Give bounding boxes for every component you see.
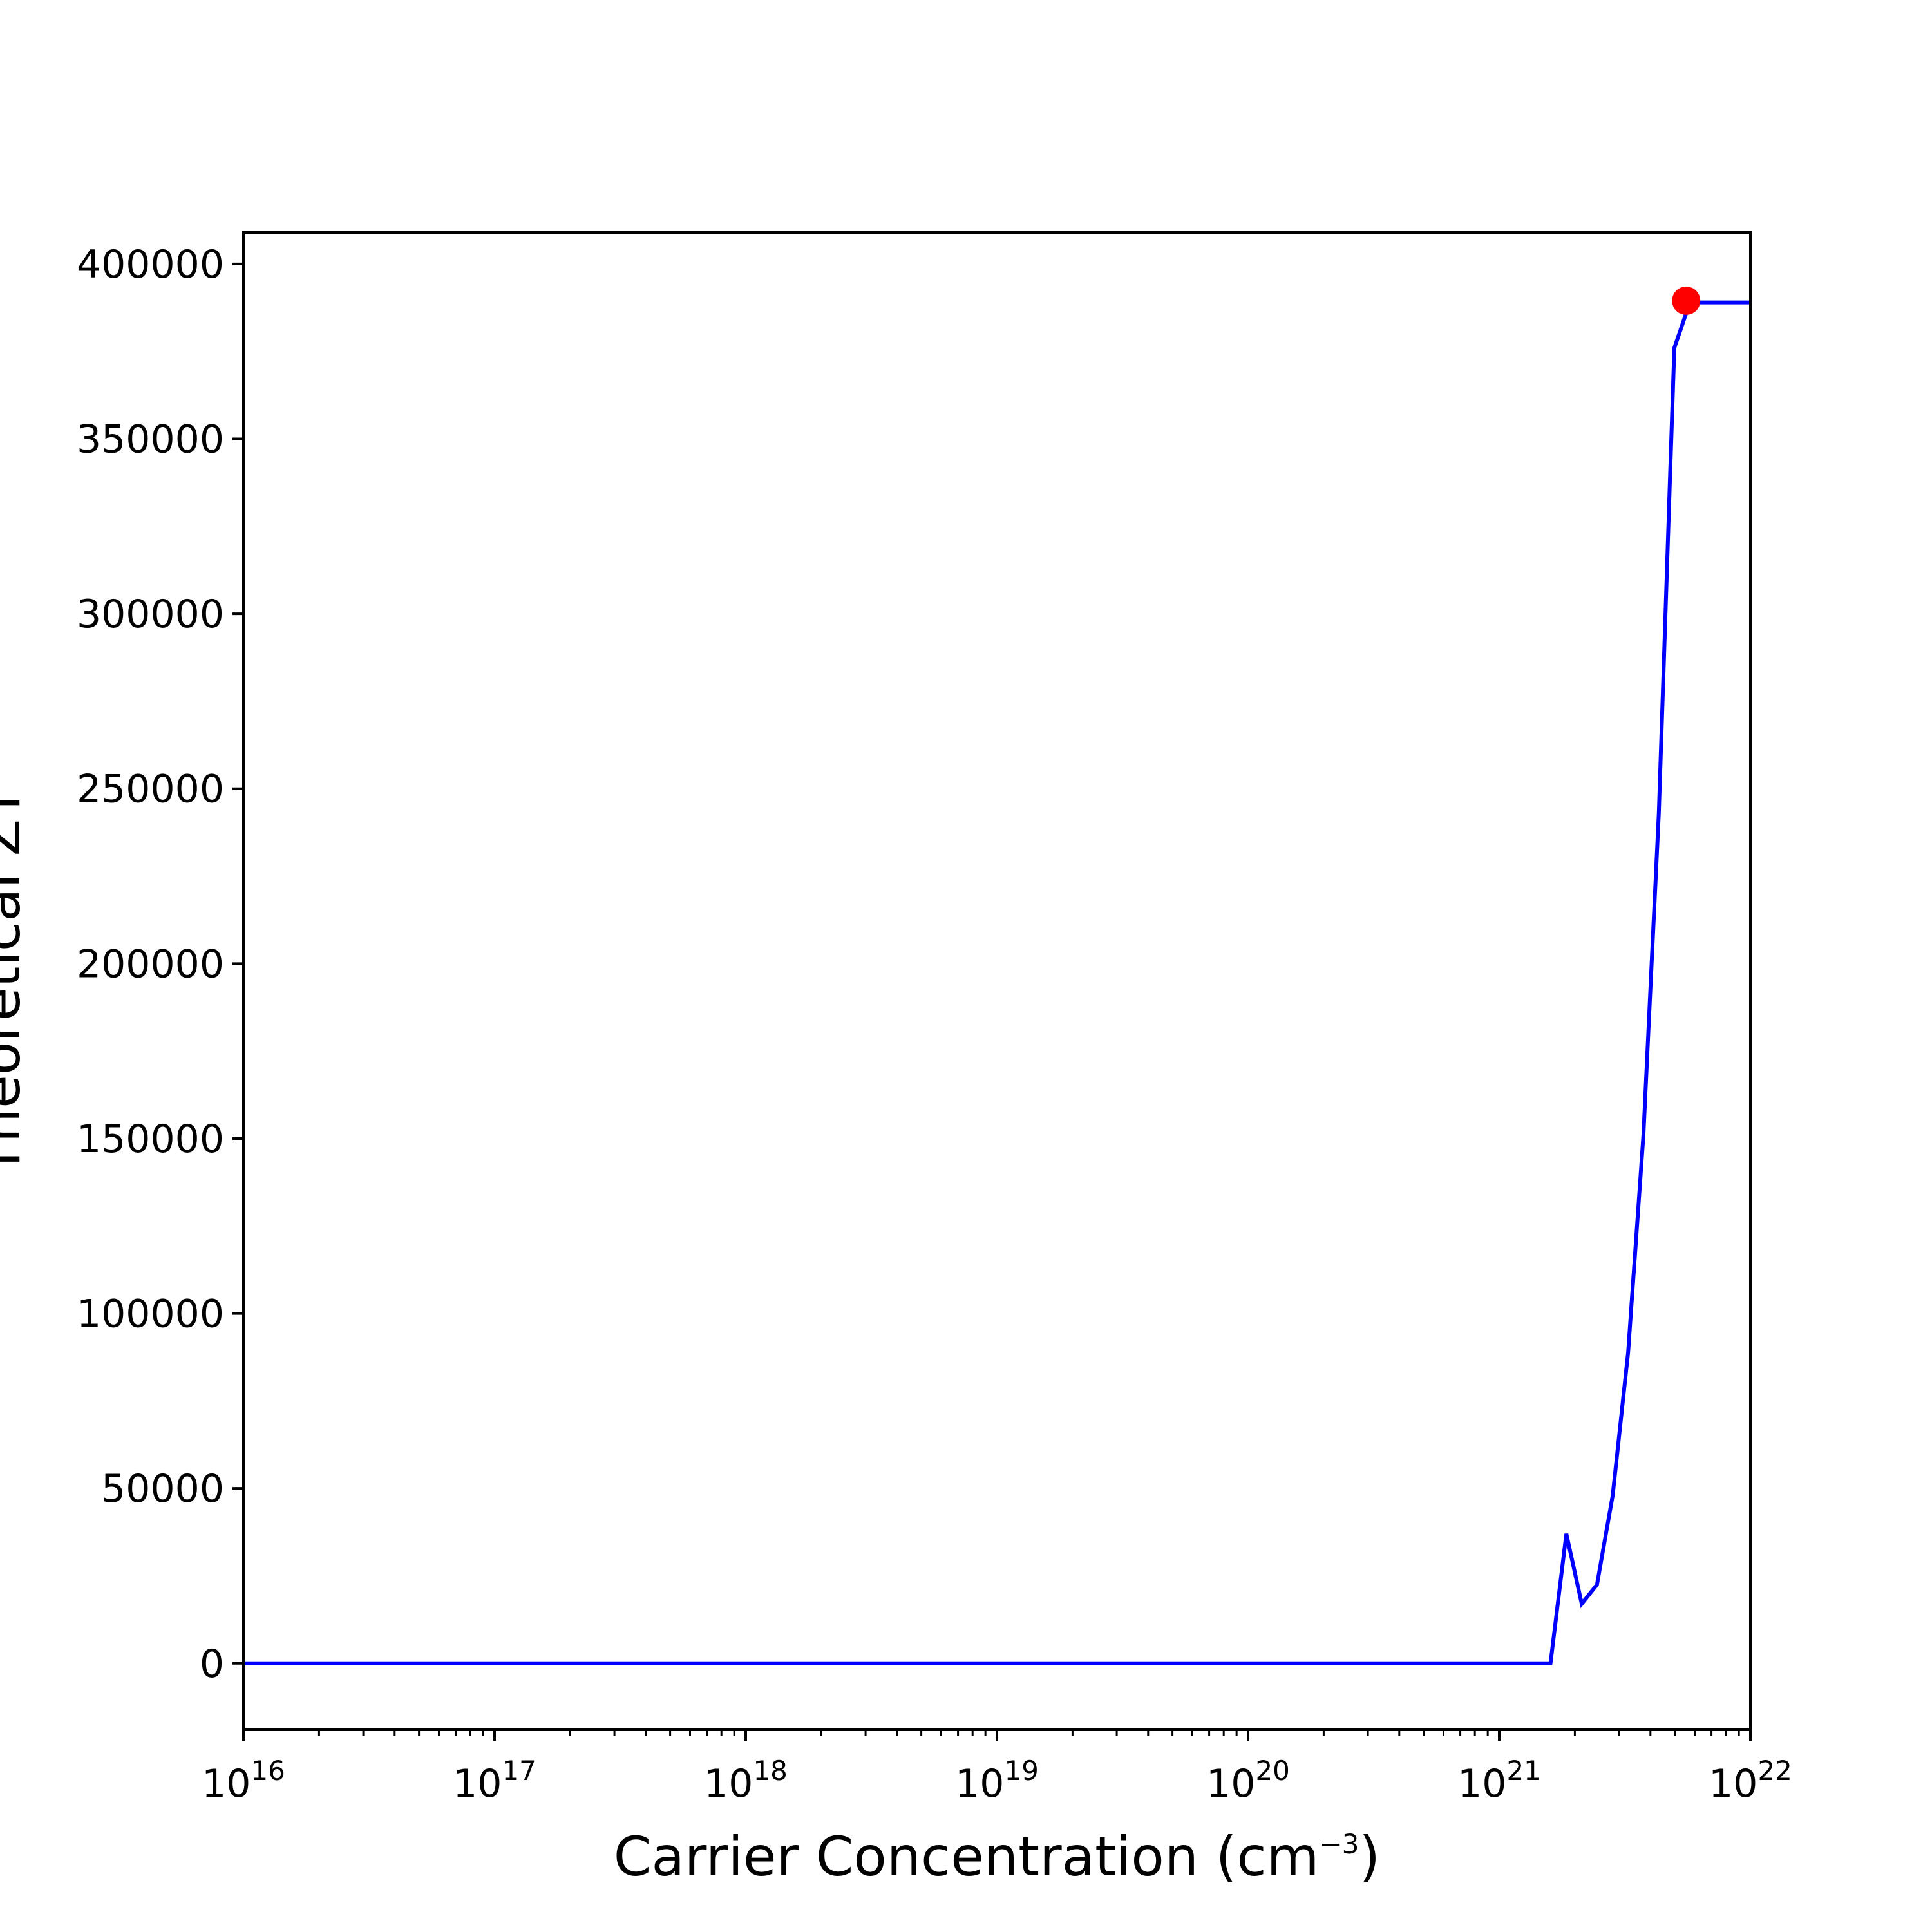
x-tick-label: 1018 [704,1755,788,1806]
y-tick-label: 200000 [77,942,224,987]
x-axis-title-close: ) [1359,1825,1380,1888]
x-tick-exponent: 16 [251,1755,285,1786]
y-tick-label: 300000 [77,592,224,637]
x-tick-exponent: 22 [1757,1755,1792,1786]
plot-frame [242,231,1752,1731]
x-tick-exponent: 18 [753,1755,787,1786]
plot-layer [243,286,1750,1665]
x-tick-exponent: 19 [1004,1755,1038,1786]
x-tick-exponent: 20 [1255,1755,1289,1786]
x-tick-base: 10 [1457,1761,1506,1806]
x-tick-label: 1022 [1709,1755,1792,1806]
x-tick-base: 10 [453,1761,502,1806]
x-tick-base: 10 [1709,1761,1757,1806]
y-tick-label: 150000 [77,1117,224,1162]
y-tick-label: 250000 [77,767,224,812]
x-axis-title: Carrier Concentration (cm−3) [614,1825,1380,1888]
x-tick-exponent: 21 [1506,1755,1540,1786]
y-tick-label: 350000 [77,417,224,462]
y-tick-label: 400000 [77,242,224,287]
x-tick-base: 10 [704,1761,753,1806]
x-tick-label: 1016 [202,1755,285,1806]
y-tick-label: 0 [200,1642,224,1687]
y-tick-label: 100000 [77,1292,224,1337]
x-tick-label: 1017 [453,1755,536,1806]
y-tick-label: 50000 [101,1466,224,1511]
x-axis-title-exponent: −3 [1320,1828,1359,1860]
ticks-layer: 0 50000 100000 150000 200000 250000 300000 3500… [77,242,1792,1806]
highlight-point [1672,286,1701,315]
x-axis-title-text: Carrier Concentration (cm [614,1825,1320,1888]
x-tick-exponent: 17 [502,1755,536,1786]
x-tick-base: 10 [955,1761,1004,1806]
x-tick-base: 10 [202,1761,251,1806]
x-tick-label: 1021 [1457,1755,1541,1806]
y-axis-title: Theoretical ZT [0,786,32,1177]
x-tick-base: 10 [1206,1761,1255,1806]
x-tick-label: 1019 [955,1755,1039,1806]
x-tick-label: 1020 [1206,1755,1290,1806]
